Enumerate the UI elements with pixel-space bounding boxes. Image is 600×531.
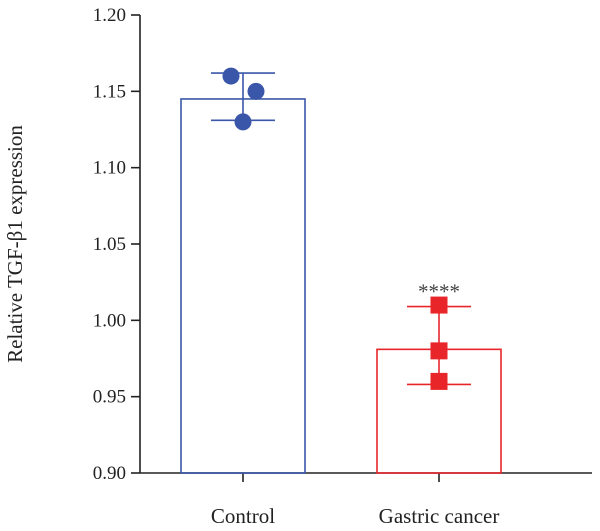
- y-tick-label: 1.20: [93, 5, 126, 26]
- annotations: ****: [418, 280, 460, 304]
- data-point: [247, 82, 265, 100]
- y-tick-label: 1.00: [93, 310, 126, 331]
- y-axis-title: Relative TGF-β1 expression: [3, 125, 27, 363]
- x-tick-label: Gastric cancer: [379, 504, 500, 528]
- y-ticks: 0.90 0.95 1.00 1.05 1.10 1.15 1.20: [93, 5, 440, 484]
- data-point: [222, 67, 240, 85]
- x-tick-labels: Control Gastric cancer: [211, 504, 499, 528]
- data-point: [430, 342, 448, 360]
- data-point: [430, 372, 448, 390]
- x-tick-label: Control: [211, 504, 275, 528]
- data-point: [234, 113, 252, 131]
- y-tick-label: 0.90: [93, 463, 126, 484]
- axes: [139, 15, 592, 474]
- y-tick-label: 0.95: [93, 387, 126, 408]
- y-tick-label: 1.10: [93, 158, 126, 179]
- data-point: [430, 296, 448, 314]
- data-points: [222, 67, 448, 390]
- bar: [180, 98, 306, 474]
- significance-label: ****: [418, 280, 460, 304]
- y-tick-label: 1.05: [93, 234, 126, 255]
- y-tick-label: 1.15: [93, 81, 126, 102]
